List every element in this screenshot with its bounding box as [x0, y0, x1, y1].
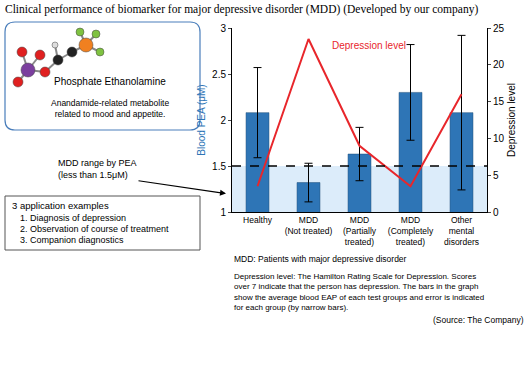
svg-text:1. Diagnosis of depression: 1. Diagnosis of depression	[20, 213, 126, 223]
svg-text:15: 15	[493, 96, 505, 107]
svg-text:MDD(Partiallytreated): MDD(Partiallytreated)	[343, 215, 377, 247]
svg-text:Healthy: Healthy	[243, 215, 273, 225]
svg-text:3: 3	[220, 23, 226, 34]
svg-text:Othermentaldisorders: Othermentaldisorders	[444, 215, 479, 247]
svg-text:5: 5	[493, 170, 499, 181]
svg-text:MDD range by PEA(less than 1.5: MDD range by PEA(less than 1.5μM)	[58, 158, 137, 180]
svg-text:Depression level: Depression level	[332, 40, 406, 51]
svg-text:3 application examples: 3 application examples	[12, 200, 109, 211]
svg-text:MDD: Patients with major depre: MDD: Patients with major depressive diso…	[234, 254, 407, 264]
svg-text:10: 10	[493, 133, 505, 144]
svg-text:MDD(Not treated): MDD(Not treated)	[285, 215, 333, 236]
svg-text:2. Observation of course of tr: 2. Observation of course of treatment	[20, 224, 169, 234]
svg-text:2: 2	[220, 115, 226, 126]
svg-text:Depression level: Depression level	[506, 83, 517, 157]
svg-text:Anandamide-related metaboliter: Anandamide-related metaboliterelated to …	[51, 98, 169, 119]
svg-text:0: 0	[493, 207, 499, 218]
svg-text:MDD(Completelytreated): MDD(Completelytreated)	[388, 215, 434, 247]
svg-text:1.5: 1.5	[212, 161, 226, 172]
svg-text:2.5: 2.5	[212, 69, 226, 80]
svg-text:20: 20	[493, 59, 505, 70]
svg-text:Phosphate Ethanolamine: Phosphate Ethanolamine	[54, 76, 166, 87]
svg-text:1: 1	[220, 207, 226, 218]
svg-text:25: 25	[493, 23, 505, 34]
svg-text:Clinical performance of biomar: Clinical performance of biomarker for ma…	[5, 3, 478, 16]
svg-text:(Source: The Company): (Source: The Company)	[433, 315, 524, 325]
svg-text:Blood PEA (μM): Blood PEA (μM)	[196, 84, 207, 155]
svg-text:3. Companion diagnostics: 3. Companion diagnostics	[20, 235, 124, 245]
svg-text:Depression level: The Hamilton: Depression level: The Hamilton Rating Sc…	[234, 272, 484, 312]
